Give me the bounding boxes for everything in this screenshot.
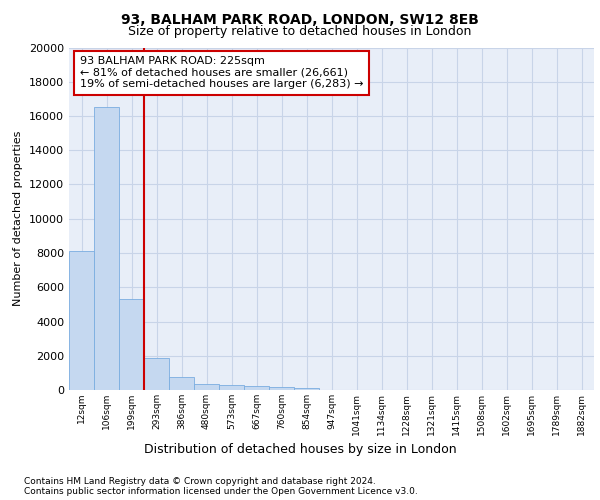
Text: Size of property relative to detached houses in London: Size of property relative to detached ho…	[128, 25, 472, 38]
Bar	[219, 385, 244, 390]
Bar	[194, 384, 219, 390]
Bar	[269, 388, 294, 390]
Bar	[119, 299, 144, 390]
Bar	[244, 386, 269, 390]
Bar	[94, 108, 119, 390]
Text: Contains HM Land Registry data © Crown copyright and database right 2024.: Contains HM Land Registry data © Crown c…	[24, 478, 376, 486]
Bar	[294, 388, 319, 390]
Text: Contains public sector information licensed under the Open Government Licence v3: Contains public sector information licen…	[24, 488, 418, 496]
Y-axis label: Number of detached properties: Number of detached properties	[13, 131, 23, 306]
Text: Distribution of detached houses by size in London: Distribution of detached houses by size …	[143, 442, 457, 456]
Bar	[169, 377, 194, 390]
Bar	[69, 252, 94, 390]
Text: 93, BALHAM PARK ROAD, LONDON, SW12 8EB: 93, BALHAM PARK ROAD, LONDON, SW12 8EB	[121, 12, 479, 26]
Text: 93 BALHAM PARK ROAD: 225sqm
← 81% of detached houses are smaller (26,661)
19% of: 93 BALHAM PARK ROAD: 225sqm ← 81% of det…	[79, 56, 363, 90]
Bar	[144, 358, 169, 390]
